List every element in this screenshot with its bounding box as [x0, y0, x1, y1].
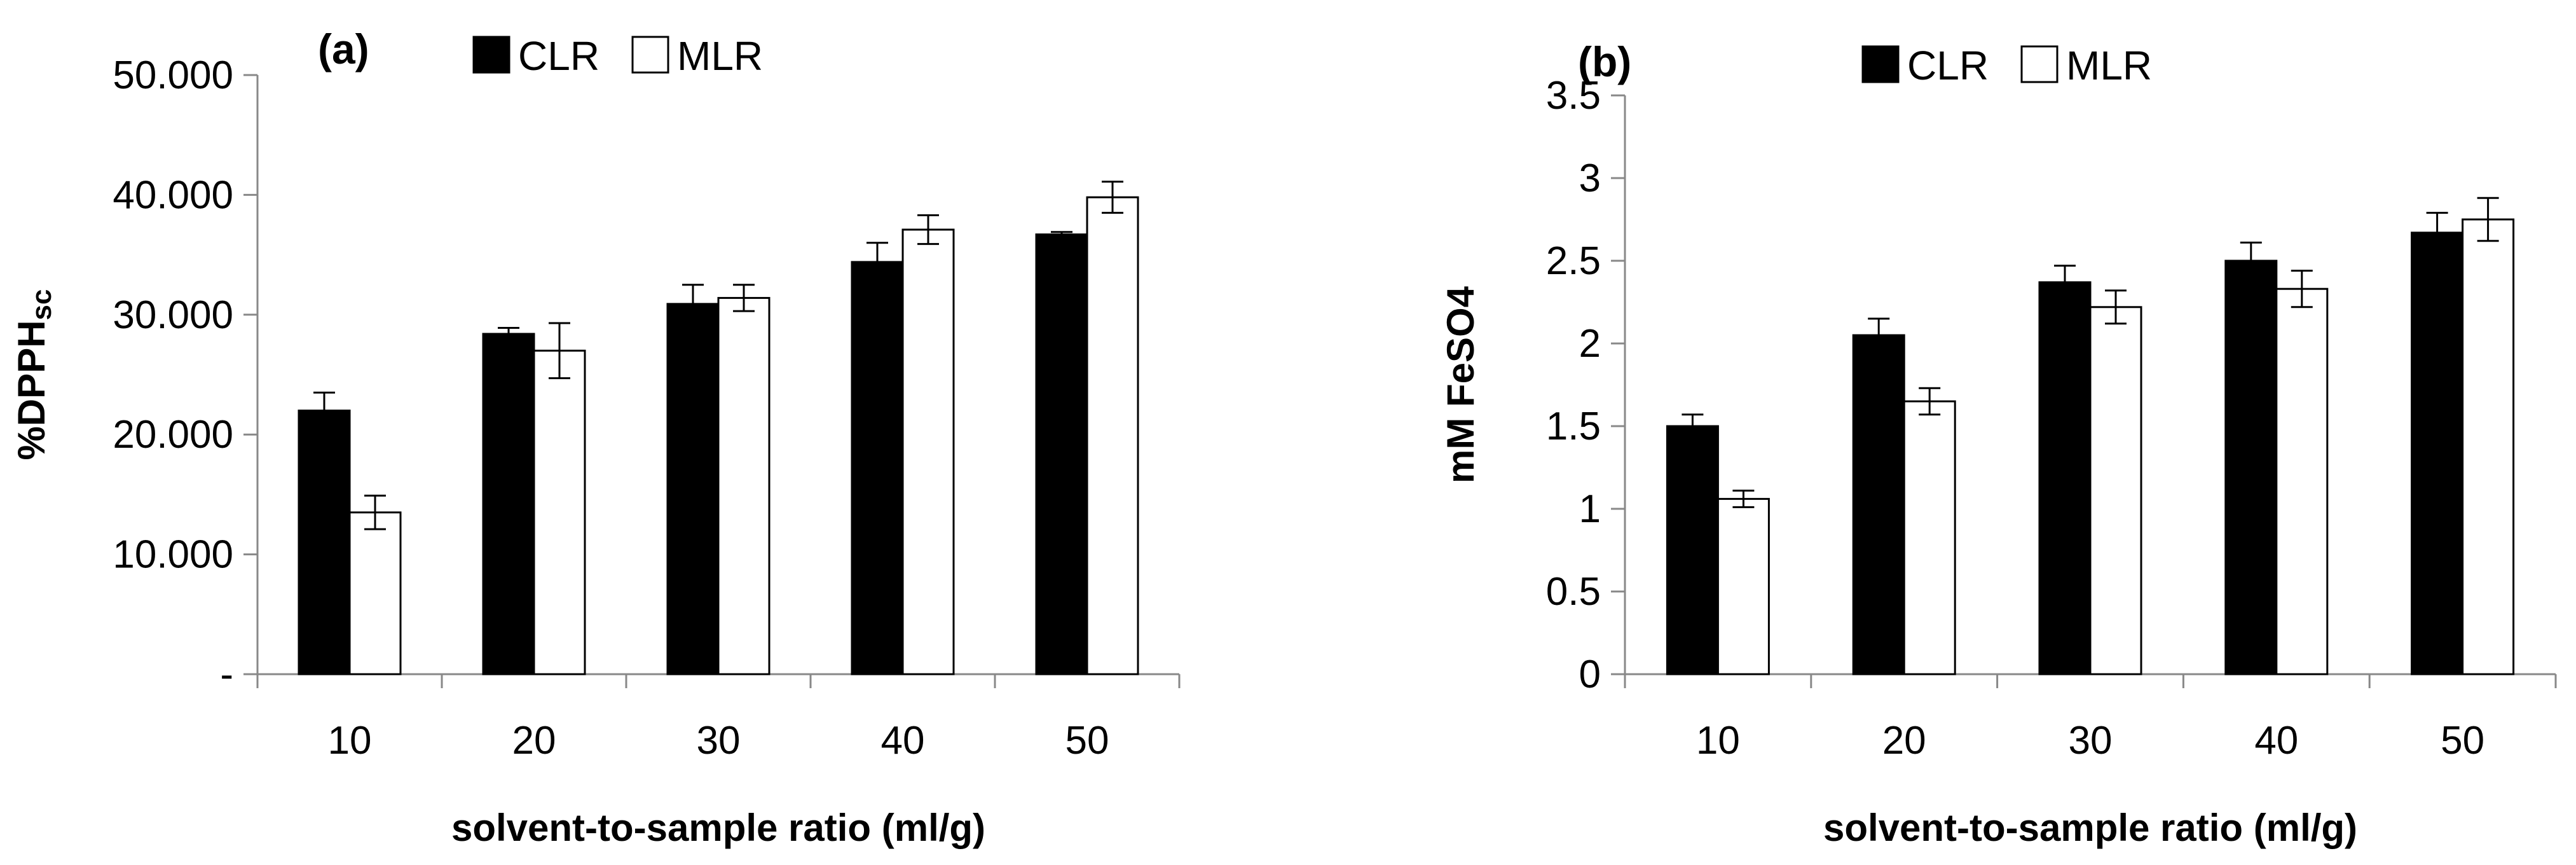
y-tick-label: - — [220, 653, 233, 696]
bar-clr — [298, 410, 351, 675]
legend-swatch-clr — [472, 36, 510, 74]
x-tick-label: 20 — [512, 719, 556, 763]
x-tick-label: 30 — [697, 719, 741, 763]
bar-clr — [851, 261, 904, 675]
y-tick-label: 50.000 — [113, 53, 233, 97]
bar-mlr — [348, 511, 402, 675]
bar-clr — [482, 333, 535, 675]
bar-clr — [1035, 233, 1088, 675]
legend-swatch-mlr — [631, 36, 669, 74]
bar-clr — [666, 303, 720, 675]
bar-mlr — [717, 296, 771, 675]
y-tick-label: 40.000 — [113, 173, 233, 217]
bar-mlr — [901, 228, 955, 675]
x-axis-title: solvent-to-sample ratio (ml/g) — [451, 806, 985, 849]
bar-mlr — [533, 349, 586, 675]
y-tick-label: 10.000 — [113, 533, 233, 577]
x-tick-label: 40 — [881, 719, 925, 763]
y-axis-title-main: %DPPH — [10, 320, 53, 460]
legend-label-mlr: MLR — [677, 33, 763, 79]
x-tick-label: 10 — [328, 719, 372, 763]
y-tick-label: 30.000 — [113, 293, 233, 337]
bar-mlr — [1086, 196, 1139, 675]
y-axis-title: %DPPHsc — [10, 289, 57, 460]
x-tick-label: 50 — [1065, 719, 1109, 763]
panel-label: (a) — [318, 25, 369, 73]
y-tick-label: 20.000 — [113, 413, 233, 457]
legend-label-clr: CLR — [518, 33, 599, 79]
y-axis-title-subscript: sc — [26, 289, 57, 320]
